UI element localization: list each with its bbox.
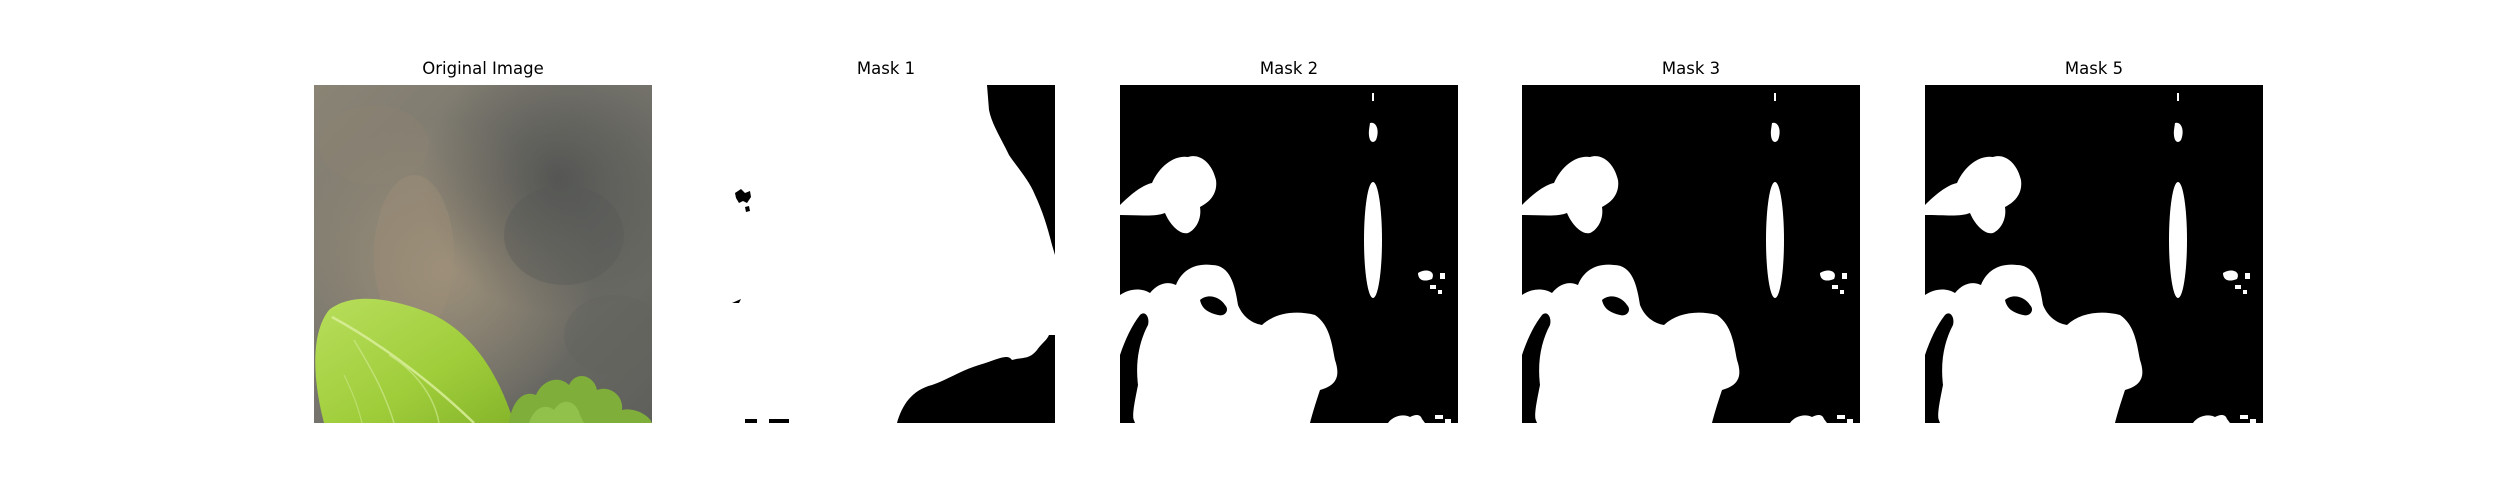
panel-mask-5: Mask 5 [1925, 55, 2263, 425]
panel-title: Mask 2 [1259, 59, 1319, 78]
mask-white-region [1522, 264, 1740, 423]
mask-white-region [1120, 156, 1217, 234]
mask-white-region [1925, 156, 2022, 234]
original-image [314, 85, 652, 423]
leaf [315, 298, 514, 423]
panel-mask-2: Mask 2 [1120, 55, 1458, 425]
panel-original-image: Original Image [314, 55, 652, 425]
mask-5-image [1925, 85, 2263, 423]
mask-dark-region [897, 335, 1055, 423]
panel-title: Mask 1 [856, 59, 916, 78]
mask-dark-region [987, 85, 1055, 255]
mask-white-region [1364, 182, 1382, 298]
panel-mask-3: Mask 3 [1522, 55, 1860, 425]
mask-white-region [1522, 156, 1619, 234]
mask-2-image [1120, 85, 1458, 423]
mask-white-region [1925, 264, 2143, 423]
mask-white-region [1120, 264, 1338, 423]
mask-3-image [1522, 85, 1860, 423]
panel-mask-1: Mask 1 [717, 55, 1055, 425]
mask-1-image [717, 85, 1055, 423]
panel-title: Mask 3 [1661, 59, 1721, 78]
panel-title: Mask 5 [2064, 59, 2124, 78]
mask-white-region [2169, 182, 2187, 298]
panel-title: Original Image [422, 59, 544, 78]
mask-white-region [1766, 182, 1784, 298]
